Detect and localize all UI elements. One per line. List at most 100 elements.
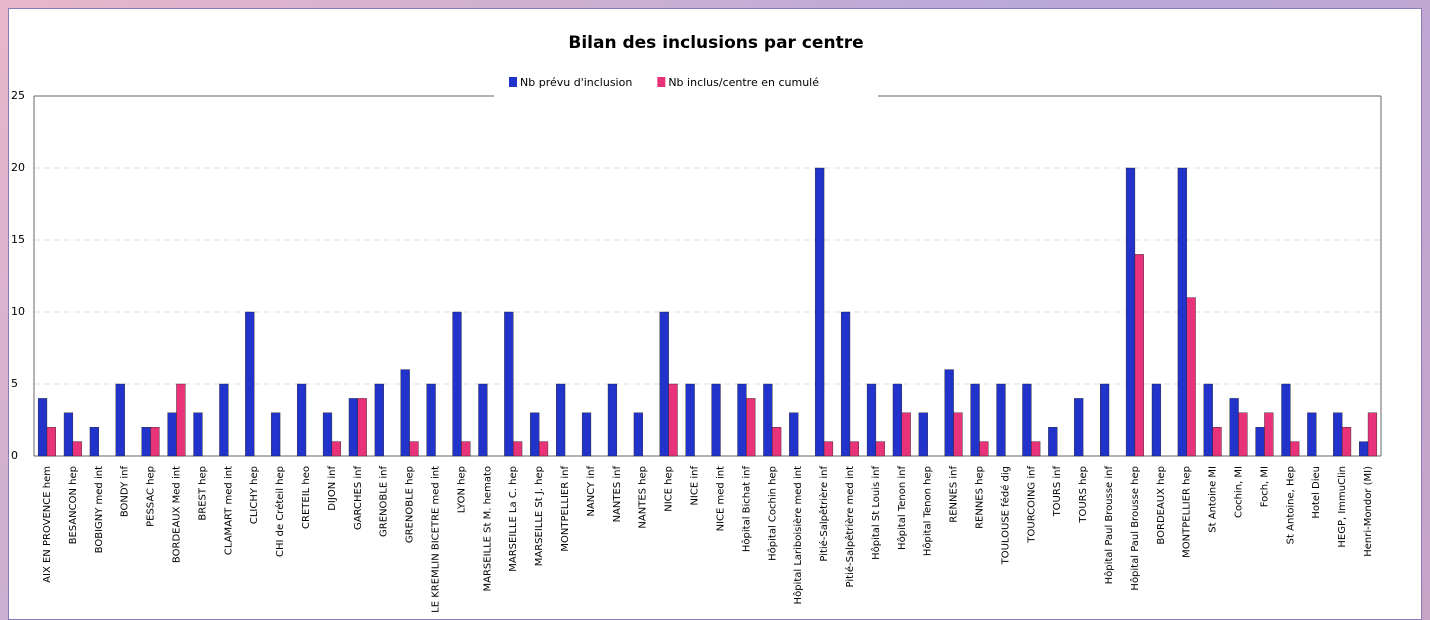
x-tick-label: BORDEAUX hep	[1156, 466, 1167, 545]
y-tick-label: 20	[11, 161, 25, 174]
bar	[426, 383, 436, 457]
x-tick-label: NANTES hep	[638, 466, 649, 529]
x-tick-label: TOURS hep	[1078, 466, 1089, 524]
bar	[461, 441, 471, 457]
x-tick-label: BESANCON hep	[68, 466, 79, 544]
bar	[63, 412, 74, 457]
x-tick-label: Pitié-Salpêtrière med int	[844, 466, 856, 588]
bar	[1281, 383, 1291, 457]
x-tick-label: Cochin, MI	[1234, 466, 1245, 518]
bar	[219, 383, 229, 457]
bar	[815, 167, 825, 457]
x-tick-label: HEGP, ImmuClin	[1337, 466, 1348, 548]
x-tick-label: RENNES hep	[974, 466, 985, 529]
bar	[115, 383, 125, 457]
legend-box	[494, 75, 878, 101]
bar	[1100, 383, 1110, 457]
bar	[1203, 383, 1213, 457]
bar	[1212, 427, 1222, 457]
bar	[530, 412, 540, 457]
legend-label: Nb inclus/centre en cumulé	[668, 76, 819, 89]
bar	[538, 441, 549, 457]
y-tick-label: 0	[11, 449, 18, 462]
x-tick-label: BREST hep	[197, 466, 208, 521]
y-tick-label: 5	[11, 377, 18, 390]
bar	[979, 441, 989, 457]
bar	[348, 398, 358, 457]
bar	[46, 427, 56, 457]
x-tick-label: Hôpital Paul Brousse hep	[1129, 466, 1141, 591]
x-tick-label: Hôpital Tenon hep	[922, 466, 934, 556]
bar	[866, 383, 877, 457]
bar	[875, 441, 885, 457]
bar	[737, 383, 747, 457]
x-tick-label: NICE hep	[664, 466, 675, 512]
bar	[504, 311, 514, 457]
x-tick-label: RENNES inf	[949, 466, 960, 523]
x-tick-label: CRETEIL heo	[301, 466, 312, 529]
bar	[296, 383, 307, 457]
bar	[1186, 297, 1196, 457]
bar	[89, 427, 99, 457]
x-tick-label: MONTPELLIER hep	[1182, 466, 1193, 558]
x-tick-label: TOURCOING inf	[1026, 466, 1037, 544]
bar	[245, 311, 255, 457]
bar	[823, 441, 834, 457]
bar	[400, 369, 410, 457]
legend-label: Nb prévu d'inclusion	[520, 76, 632, 89]
bar	[1341, 427, 1352, 457]
y-tick-label: 10	[11, 305, 25, 318]
bar	[918, 412, 928, 457]
x-tick-label: BORDEAUX Med int	[171, 466, 182, 563]
x-tick-label: Foch, MI	[1259, 466, 1270, 507]
bar	[1134, 254, 1144, 457]
bar	[167, 412, 177, 457]
bar	[849, 441, 859, 457]
legend-swatch	[657, 77, 666, 87]
bar	[409, 441, 419, 457]
bar	[322, 412, 333, 457]
bar	[1359, 441, 1369, 457]
x-tick-label: LYON hep	[456, 466, 467, 513]
x-tick-label: Hôpital Paul Brousse inf	[1103, 466, 1115, 585]
x-tick-label: Hôpital Bichat inf	[740, 466, 752, 553]
x-tick-label: MONTPELLIER inf	[560, 466, 571, 552]
bar	[1333, 412, 1343, 457]
chart-title: Bilan des inclusions par centre	[568, 33, 863, 53]
x-tick-label: Hôpital St Louis inf	[870, 466, 882, 560]
x-tick-label: TOULOUSE fédé dig	[999, 466, 1011, 565]
bar	[581, 412, 592, 457]
bar	[607, 383, 618, 457]
bar	[633, 412, 643, 457]
bar	[478, 383, 488, 457]
bar	[1074, 398, 1084, 457]
bar	[1151, 383, 1162, 457]
bar	[331, 441, 341, 457]
x-tick-label: Hôpital Lariboisière med int	[792, 466, 804, 605]
x-tick-label: CLICHY hep	[249, 466, 260, 524]
x-tick-label: GRENOBLE hep	[405, 466, 416, 543]
x-tick-label: NICE inf	[690, 466, 701, 506]
bar	[901, 412, 911, 457]
x-tick-label: NANCY inf	[586, 466, 597, 517]
x-tick-label: Hotel Dieu	[1311, 466, 1322, 519]
bar	[1367, 412, 1378, 457]
x-tick-label: MARSEILLE St J. hep	[534, 466, 545, 566]
bar	[996, 383, 1006, 457]
x-tick-label: DIJON inf	[327, 466, 338, 511]
bar	[659, 311, 669, 457]
bar	[772, 427, 782, 457]
chart-panel: Bilan des inclusions par centre 0 5 10 15 20…	[8, 8, 1422, 620]
x-tick-label: NANTES inf	[612, 466, 623, 523]
bar	[452, 311, 462, 457]
y-tick-label: 25	[11, 89, 25, 102]
bar	[72, 441, 82, 457]
bar	[1022, 383, 1032, 457]
x-tick-label: BOBIGNY med int	[94, 466, 105, 553]
bar	[953, 412, 963, 457]
bar	[1290, 441, 1300, 457]
x-tick-label: Henri-Mondor (MI)	[1363, 466, 1374, 557]
bar	[1048, 427, 1058, 457]
bar	[176, 383, 186, 457]
x-tick-label: NICE med int	[715, 466, 726, 531]
